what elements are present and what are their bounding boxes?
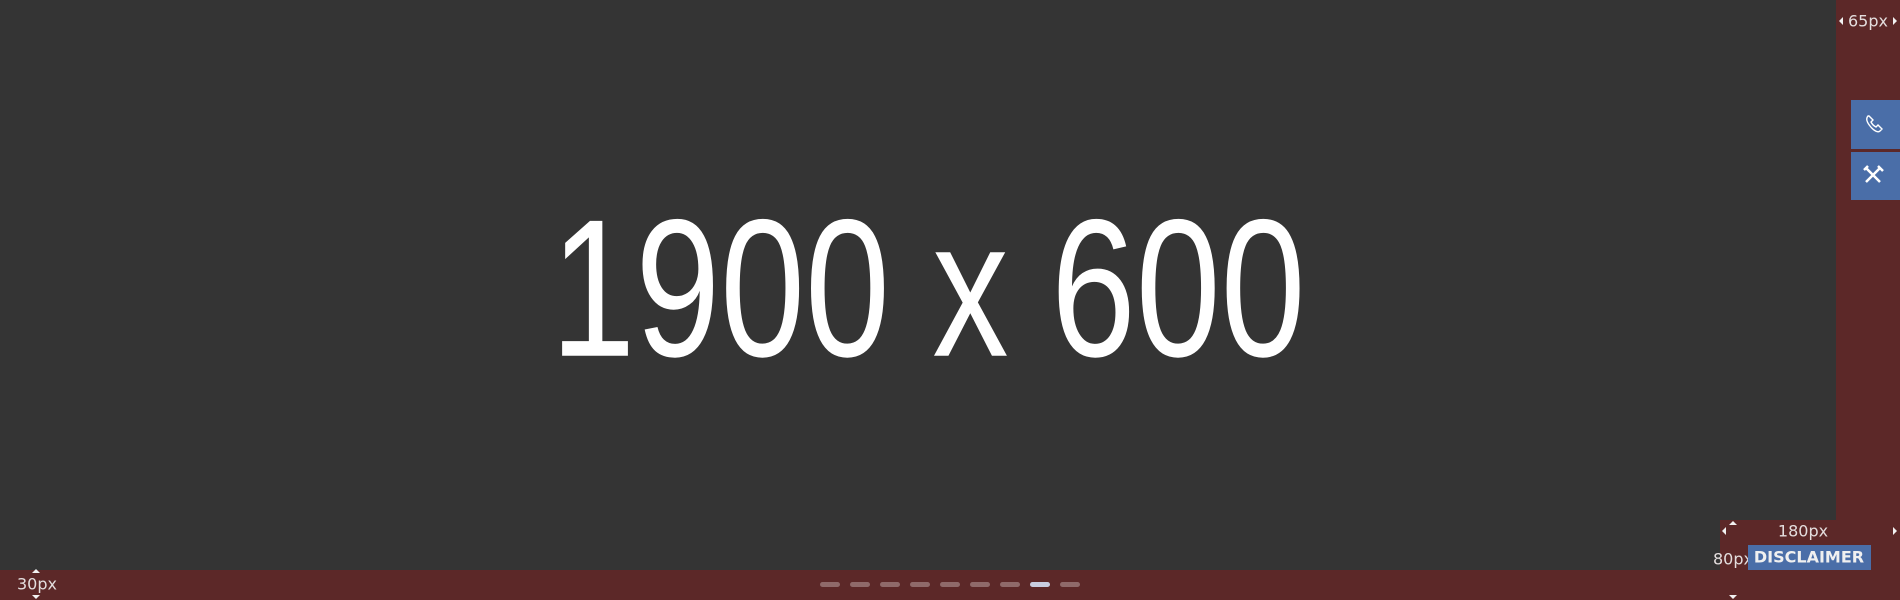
button-bg <box>1851 100 1900 149</box>
arrow-right <box>1893 527 1897 535</box>
dimension-label: 65px <box>1848 12 1888 31</box>
slide-dot[interactable] <box>880 582 900 587</box>
disclaimer-label: DISCLAIMER <box>1754 548 1864 567</box>
tools-icon <box>1863 165 1884 183</box>
slide-dot[interactable] <box>910 582 930 587</box>
arrow-down <box>32 595 40 599</box>
disclaimer-button[interactable]: DISCLAIMER <box>1748 545 1871 570</box>
slide-dot[interactable] <box>940 582 960 587</box>
tools-button[interactable] <box>1851 152 1900 200</box>
arrow-down <box>1729 595 1737 599</box>
phone-icon <box>1865 115 1883 133</box>
slide-dot-active[interactable] <box>1030 582 1050 587</box>
arrow-up <box>1729 521 1737 525</box>
arrow-up <box>32 569 40 573</box>
slider-pagination <box>820 582 1080 587</box>
slide-dot[interactable] <box>850 582 870 587</box>
slide-dot[interactable] <box>1000 582 1020 587</box>
hero-image <box>0 0 1836 570</box>
slide-dot[interactable] <box>1060 582 1080 587</box>
dimension-label: 30px <box>17 575 57 594</box>
slide-dot[interactable] <box>970 582 990 587</box>
arrow-right <box>1893 17 1897 25</box>
dimension-label: 180px <box>1778 522 1828 541</box>
placeholder-text: 1900 x 600 <box>551 179 1306 398</box>
button-bg <box>1748 545 1871 570</box>
arrow-left <box>1839 17 1843 25</box>
phone-button[interactable] <box>1851 100 1900 149</box>
dimension-label: 80px <box>1713 550 1753 569</box>
arrow-left <box>1722 527 1726 535</box>
slide-dot[interactable] <box>820 582 840 587</box>
